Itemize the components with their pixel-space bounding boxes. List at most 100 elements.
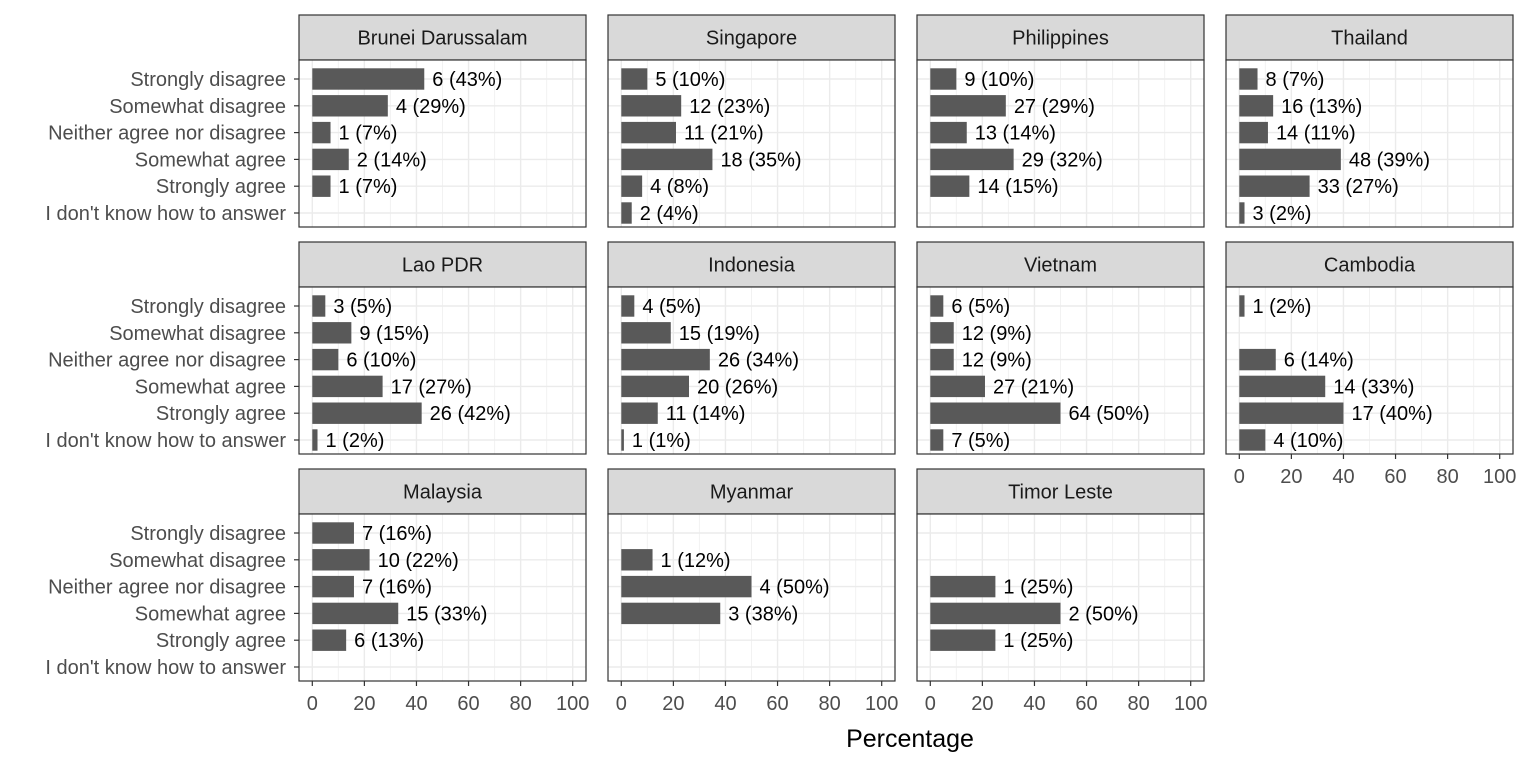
data-label-vietnam-somewhat-agree: 27 (21%) (993, 376, 1074, 398)
y-tick-label-i-don-t-know-how-to-answer: I don't know how to answer (45, 430, 286, 452)
x-tick-label: 80 (1127, 693, 1149, 715)
panel-title-malaysia: Malaysia (403, 482, 483, 504)
y-tick-label-neither-agree-nor-disagree: Neither agree nor disagree (48, 350, 286, 372)
bar-cambodia-neither-agree-nor-disagree (1239, 348, 1276, 371)
panel-title-cambodia: Cambodia (1324, 255, 1416, 277)
bar-thailand-strongly-disagree (1239, 68, 1258, 90)
data-label-singapore-strongly-agree: 4 (8%) (650, 176, 709, 198)
data-label-indonesia-strongly-disagree: 4 (5%) (642, 296, 701, 318)
data-label-timor-leste-somewhat-agree: 2 (50%) (1069, 603, 1139, 625)
panel-title-brunei-darussalam: Brunei Darussalam (357, 28, 527, 50)
bar-thailand-somewhat-disagree (1239, 95, 1274, 117)
bar-lao-pdr-strongly-disagree (312, 295, 326, 317)
data-label-vietnam-neither-agree-nor-disagree: 12 (9%) (962, 350, 1032, 372)
x-tick-label: 60 (1075, 693, 1097, 715)
panel-strip-timor-leste (916, 468, 1205, 515)
bar-indonesia-somewhat-disagree (621, 322, 671, 344)
y-tick-label-somewhat-disagree: Somewhat disagree (109, 323, 286, 345)
bar-thailand-i-don-t-know-how-to-answer (1239, 202, 1245, 224)
x-tick-label: 100 (865, 693, 898, 715)
data-label-lao-pdr-somewhat-disagree: 9 (15%) (359, 323, 429, 345)
data-label-malaysia-neither-agree-nor-disagree: 7 (16%) (362, 577, 432, 599)
panel-strip-thailand (1225, 14, 1514, 61)
bar-philippines-somewhat-agree (930, 148, 1014, 171)
data-label-malaysia-strongly-disagree: 7 (16%) (362, 523, 432, 545)
data-label-singapore-somewhat-disagree: 12 (23%) (689, 96, 770, 118)
x-tick-label: 0 (616, 693, 627, 715)
x-tick-label: 100 (1483, 466, 1516, 488)
data-label-philippines-neither-agree-nor-disagree: 13 (14%) (975, 123, 1056, 145)
panel-border-singapore (607, 59, 896, 228)
x-tick-label: 40 (1023, 693, 1045, 715)
x-tick-label: 0 (925, 693, 936, 715)
panel-title-singapore: Singapore (706, 28, 797, 50)
bar-lao-pdr-strongly-agree (312, 402, 422, 424)
bar-malaysia-somewhat-disagree (312, 549, 370, 571)
panel-strip-lao-pdr (298, 241, 587, 288)
panel-border-malaysia (298, 513, 587, 682)
data-label-thailand-somewhat-disagree: 16 (13%) (1281, 96, 1362, 118)
bar-lao-pdr-somewhat-agree (312, 375, 383, 398)
data-label-brunei-darussalam-strongly-agree: 1 (7%) (339, 176, 398, 198)
data-label-lao-pdr-somewhat-agree: 17 (27%) (391, 376, 472, 398)
y-tick-label-strongly-disagree: Strongly disagree (130, 296, 286, 318)
bar-myanmar-neither-agree-nor-disagree (621, 575, 752, 598)
bar-malaysia-strongly-agree (312, 629, 347, 651)
data-label-brunei-darussalam-neither-agree-nor-disagree: 1 (7%) (339, 123, 398, 145)
panel-strip-malaysia (298, 468, 587, 515)
panel-border-brunei-darussalam (298, 59, 587, 228)
bar-timor-leste-somewhat-agree (930, 602, 1061, 625)
bar-cambodia-strongly-agree (1239, 402, 1344, 424)
data-label-cambodia-somewhat-agree: 14 (33%) (1333, 376, 1414, 398)
bar-lao-pdr-neither-agree-nor-disagree (312, 348, 339, 371)
data-label-indonesia-strongly-agree: 11 (14%) (666, 403, 746, 425)
y-tick-label-i-don-t-know-how-to-answer: I don't know how to answer (45, 657, 286, 679)
bar-indonesia-strongly-agree (621, 402, 658, 424)
bar-singapore-somewhat-agree (621, 148, 713, 171)
y-tick-label-strongly-agree: Strongly agree (156, 630, 286, 652)
bar-lao-pdr-somewhat-disagree (312, 322, 352, 344)
x-tick-label: 100 (556, 693, 589, 715)
data-label-vietnam-strongly-agree: 64 (50%) (1069, 403, 1150, 425)
data-label-thailand-neither-agree-nor-disagree: 14 (11%) (1276, 123, 1356, 145)
x-tick-label: 40 (405, 693, 427, 715)
x-tick-label: 80 (509, 693, 531, 715)
data-label-thailand-somewhat-agree: 48 (39%) (1349, 149, 1430, 171)
data-label-cambodia-strongly-agree: 17 (40%) (1351, 403, 1432, 425)
panel-title-vietnam: Vietnam (1024, 255, 1097, 277)
data-label-brunei-darussalam-somewhat-agree: 2 (14%) (357, 149, 427, 171)
panel-border-indonesia (607, 286, 896, 455)
data-label-lao-pdr-i-don-t-know-how-to-answer: 1 (2%) (326, 430, 385, 452)
y-tick-label-somewhat-agree: Somewhat agree (135, 376, 286, 398)
data-label-myanmar-somewhat-agree: 3 (38%) (728, 603, 798, 625)
bar-malaysia-strongly-disagree (312, 522, 354, 544)
x-tick-label: 20 (662, 693, 684, 715)
data-label-singapore-neither-agree-nor-disagree: 11 (21%) (684, 123, 764, 145)
bar-thailand-somewhat-agree (1239, 148, 1341, 171)
data-label-thailand-strongly-disagree: 8 (7%) (1266, 69, 1325, 91)
panel-border-cambodia (1225, 286, 1514, 455)
y-tick-label-somewhat-disagree: Somewhat disagree (109, 550, 286, 572)
panel-strip-brunei-darussalam (298, 14, 587, 61)
y-tick-label-strongly-agree: Strongly agree (156, 176, 286, 198)
x-tick-label: 80 (818, 693, 840, 715)
y-tick-label-strongly-agree: Strongly agree (156, 403, 286, 425)
panel-title-timor-leste: Timor Leste (1008, 482, 1113, 504)
panel-title-lao-pdr: Lao PDR (402, 255, 483, 277)
bar-indonesia-strongly-disagree (621, 295, 635, 317)
data-label-malaysia-somewhat-agree: 15 (33%) (406, 603, 487, 625)
data-label-brunei-darussalam-somewhat-disagree: 4 (29%) (396, 96, 466, 118)
bar-brunei-darussalam-strongly-disagree (312, 68, 425, 90)
x-tick-label: 0 (307, 693, 318, 715)
bar-cambodia-somewhat-agree (1239, 375, 1326, 398)
data-label-cambodia-i-don-t-know-how-to-answer: 4 (10%) (1273, 430, 1343, 452)
x-tick-label: 80 (1436, 466, 1458, 488)
bar-myanmar-somewhat-disagree (621, 549, 653, 571)
data-label-brunei-darussalam-strongly-disagree: 6 (43%) (432, 69, 502, 91)
data-label-philippines-strongly-agree: 14 (15%) (977, 176, 1058, 198)
y-tick-label-strongly-disagree: Strongly disagree (130, 69, 286, 91)
data-label-malaysia-strongly-agree: 6 (13%) (354, 630, 424, 652)
data-label-lao-pdr-strongly-agree: 26 (42%) (430, 403, 511, 425)
data-label-lao-pdr-neither-agree-nor-disagree: 6 (10%) (346, 350, 416, 372)
